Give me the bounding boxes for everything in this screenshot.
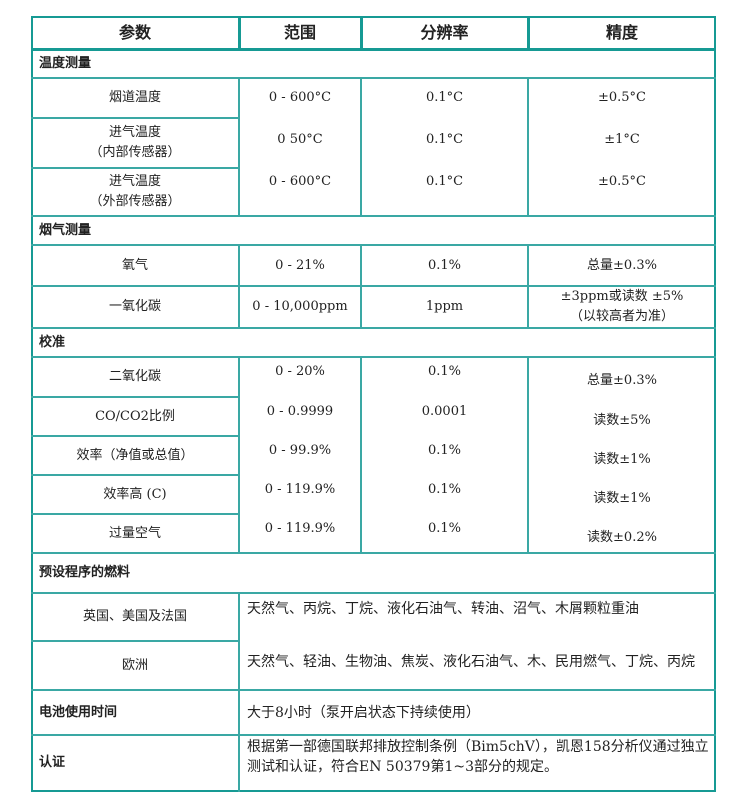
section-fuels: 预设程序的燃料: [39, 565, 131, 580]
divider: [31, 244, 716, 246]
accuracy-cell: 总量±0.3%: [587, 373, 657, 388]
divider: [31, 396, 239, 398]
range-cell: 0 - 600°C: [268, 90, 332, 105]
param-name: 进气温度: [108, 125, 161, 140]
divider: [360, 78, 362, 216]
divider: [238, 593, 240, 792]
accuracy-note: （以较高者为准）: [569, 309, 674, 324]
accuracy-cell: 读数±1%: [593, 451, 651, 467]
header-resolution: 分辨率: [420, 23, 469, 42]
divider: [238, 357, 240, 553]
range-cell: 0 - 119.9%: [264, 520, 336, 536]
accuracy-cell: ±0.5°C: [597, 90, 646, 105]
header-param: 参数: [118, 23, 151, 42]
fuel-list: 天然气、轻油、生物油、焦炭、液化石油气、木、民用燃气、丁烷、丙烷: [247, 654, 695, 670]
param-cell: 一氧化碳: [108, 299, 161, 314]
accuracy-cell: ±1°C: [604, 132, 640, 147]
range-cell: 0 - 21%: [275, 257, 325, 273]
param-cell: 二氧化碳: [108, 369, 161, 384]
spec-table: [31, 16, 716, 792]
range-cell: 0 - 10,000ppm: [252, 299, 348, 314]
divider: [31, 215, 716, 217]
battery-life: 大于8小时（泵开启状态下持续使用）: [247, 704, 480, 721]
range-cell: 0 - 0.9999: [266, 403, 334, 419]
param-note: （外部传感器）: [89, 194, 181, 209]
certification-text: 根据第一部德国联邦排放控制条例（Bim5chV），凯恩158分析仪通过独立测试和…: [247, 739, 709, 775]
divider: [31, 734, 716, 736]
param-cell: 氧气: [121, 257, 148, 273]
accuracy-cell: ±0.5°C: [597, 174, 646, 189]
divider: [31, 592, 716, 594]
divider: [527, 16, 530, 50]
divider: [238, 78, 240, 216]
divider: [31, 435, 239, 437]
divider: [31, 356, 716, 358]
section-certification: 认证: [39, 754, 66, 770]
resolution-cell: 0.1°C: [425, 174, 464, 189]
accuracy-cell: 读数±0.2%: [587, 529, 657, 545]
param-cell: 进气温度 （外部传感器）: [31, 168, 239, 216]
fuel-region: 欧洲: [121, 657, 148, 673]
divider: [31, 167, 239, 169]
resolution-cell: 0.1%: [427, 364, 462, 379]
divider: [360, 357, 362, 553]
section-temperature: 温度测量: [39, 56, 92, 71]
divider: [360, 16, 363, 50]
resolution-cell: 0.1%: [427, 481, 462, 497]
resolution-cell: 0.1°C: [425, 132, 464, 147]
divider: [31, 552, 716, 554]
resolution-cell: 0.1%: [427, 257, 462, 273]
range-cell: 0 - 99.9%: [268, 442, 332, 458]
header-range: 范围: [283, 23, 316, 42]
param-cell: 效率（净值或总值）: [76, 447, 194, 463]
param-name: 进气温度: [108, 174, 161, 189]
header-accuracy: 精度: [605, 23, 638, 42]
divider: [527, 78, 529, 216]
divider: [31, 77, 716, 79]
resolution-cell: 0.0001: [421, 403, 468, 419]
resolution-cell: 0.1°C: [425, 90, 464, 105]
accuracy-cell: 读数±1%: [593, 490, 651, 506]
fuel-region: 英国、美国及法国: [82, 609, 187, 624]
divider: [31, 689, 716, 691]
section-calibration: 校准: [39, 334, 66, 350]
divider: [31, 327, 716, 329]
divider: [31, 48, 716, 51]
divider: [31, 474, 239, 476]
divider: [238, 16, 241, 50]
resolution-cell: 0.1%: [427, 442, 462, 458]
range-cell: 0 - 20%: [275, 364, 325, 379]
param-cell: CO/CO2比例: [95, 408, 175, 424]
param-cell: 效率高 (C): [103, 486, 167, 502]
fuel-list: 天然气、丙烷、丁烷、液化石油气、转油、沼气、木屑颗粒重油: [247, 601, 639, 617]
resolution-cell: 1ppm: [425, 299, 464, 314]
accuracy-cell: 读数±5%: [593, 412, 651, 428]
range-cell: 0 - 119.9%: [264, 481, 336, 497]
accuracy-cell: ±3ppm或读数 ±5% （以较高者为准）: [528, 286, 716, 328]
divider: [527, 245, 529, 328]
divider: [31, 513, 239, 515]
param-cell: 进气温度 （内部传感器）: [31, 118, 239, 168]
accuracy-value: ±3ppm或读数 ±5%: [560, 289, 684, 304]
param-note: （内部传感器）: [89, 145, 181, 160]
divider: [238, 245, 240, 328]
param-cell: 烟道温度: [108, 90, 161, 105]
accuracy-cell: 总量±0.3%: [587, 257, 657, 273]
divider: [360, 245, 362, 328]
divider: [527, 357, 529, 553]
section-flue-gas: 烟气测量: [39, 222, 92, 238]
divider: [31, 640, 239, 642]
range-cell: 0 - 600°C: [268, 174, 332, 189]
divider: [31, 117, 239, 119]
param-cell: 过量空气: [108, 525, 161, 541]
range-cell: 0 50°C: [277, 132, 323, 147]
section-battery: 电池使用时间: [39, 704, 118, 720]
resolution-cell: 0.1%: [427, 520, 462, 536]
divider: [31, 285, 716, 287]
